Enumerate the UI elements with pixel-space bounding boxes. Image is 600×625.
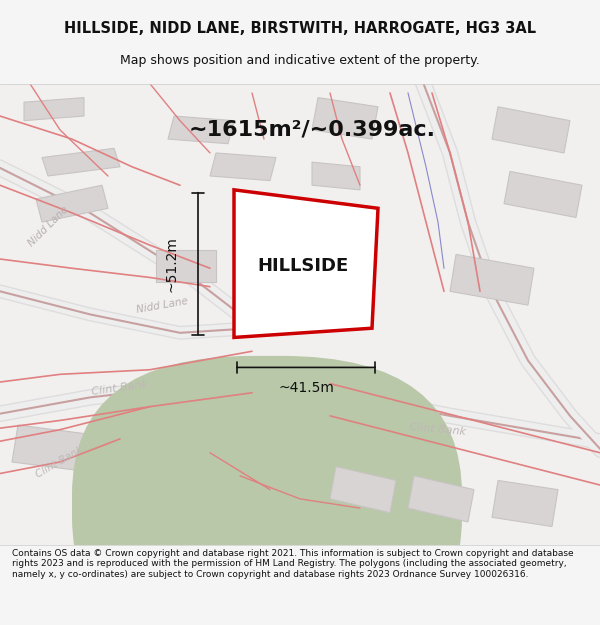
Polygon shape xyxy=(156,250,216,282)
Text: ~51.2m: ~51.2m xyxy=(164,236,178,292)
Polygon shape xyxy=(24,98,84,121)
Text: Nidd Lane: Nidd Lane xyxy=(136,296,188,314)
Polygon shape xyxy=(216,458,300,508)
Polygon shape xyxy=(12,425,90,471)
Polygon shape xyxy=(312,98,378,139)
FancyBboxPatch shape xyxy=(72,356,462,625)
Text: Contains OS data © Crown copyright and database right 2021. This information is : Contains OS data © Crown copyright and d… xyxy=(12,549,574,579)
Text: HILLSIDE: HILLSIDE xyxy=(257,257,349,275)
Text: Nidd Lane: Nidd Lane xyxy=(26,205,70,249)
Polygon shape xyxy=(42,148,120,176)
Polygon shape xyxy=(330,467,396,512)
Text: Clint Bank: Clint Bank xyxy=(34,444,86,479)
Polygon shape xyxy=(36,185,108,222)
Polygon shape xyxy=(168,116,234,144)
Polygon shape xyxy=(492,481,558,526)
Text: Clint Bank: Clint Bank xyxy=(91,379,149,397)
Text: ~1615m²/~0.399ac.: ~1615m²/~0.399ac. xyxy=(188,120,436,140)
Polygon shape xyxy=(504,171,582,217)
Polygon shape xyxy=(492,107,570,153)
Text: Map shows position and indicative extent of the property.: Map shows position and indicative extent… xyxy=(120,54,480,68)
Polygon shape xyxy=(234,190,378,338)
Text: ~41.5m: ~41.5m xyxy=(278,381,334,395)
Text: Clint Bank: Clint Bank xyxy=(409,422,467,437)
Polygon shape xyxy=(450,254,534,305)
Polygon shape xyxy=(408,476,474,522)
Polygon shape xyxy=(210,153,276,181)
Polygon shape xyxy=(180,499,246,531)
Text: HILLSIDE, NIDD LANE, BIRSTWITH, HARROGATE, HG3 3AL: HILLSIDE, NIDD LANE, BIRSTWITH, HARROGAT… xyxy=(64,21,536,36)
Polygon shape xyxy=(312,162,360,190)
